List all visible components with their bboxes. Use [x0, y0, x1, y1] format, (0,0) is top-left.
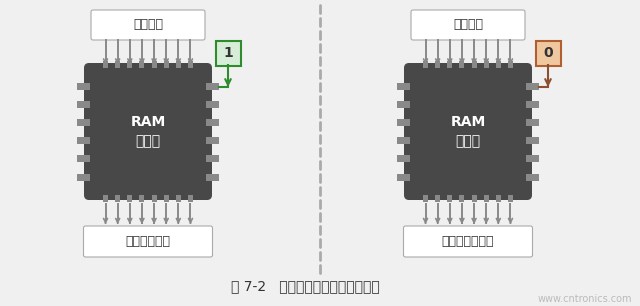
Bar: [164, 61, 169, 68]
Bar: [127, 61, 132, 68]
Bar: [460, 61, 465, 68]
Bar: [447, 61, 452, 68]
Bar: [176, 195, 181, 202]
Bar: [397, 155, 410, 162]
Bar: [508, 61, 513, 68]
Bar: [115, 195, 120, 202]
FancyBboxPatch shape: [216, 40, 241, 65]
FancyBboxPatch shape: [403, 226, 532, 257]
Bar: [397, 83, 410, 89]
Bar: [140, 195, 145, 202]
Bar: [423, 195, 428, 202]
Bar: [140, 61, 145, 68]
FancyBboxPatch shape: [536, 40, 561, 65]
Bar: [206, 174, 219, 181]
Bar: [435, 61, 440, 68]
Bar: [423, 61, 428, 68]
Bar: [206, 83, 219, 89]
Text: 0: 0: [543, 46, 553, 60]
Bar: [176, 61, 181, 68]
Text: 单元地址: 单元地址: [133, 18, 163, 32]
Bar: [447, 195, 452, 202]
Bar: [460, 195, 465, 202]
Text: RAM: RAM: [131, 115, 166, 129]
Bar: [526, 101, 539, 108]
Bar: [188, 61, 193, 68]
Bar: [206, 119, 219, 126]
Bar: [397, 174, 410, 181]
Bar: [435, 195, 440, 202]
Bar: [484, 61, 489, 68]
Bar: [508, 195, 513, 202]
FancyBboxPatch shape: [84, 63, 212, 200]
Bar: [484, 195, 489, 202]
Bar: [526, 137, 539, 144]
Bar: [472, 61, 477, 68]
Bar: [397, 101, 410, 108]
FancyBboxPatch shape: [83, 226, 212, 257]
Bar: [152, 195, 157, 202]
Text: 写模式: 写模式: [136, 135, 161, 148]
Bar: [526, 83, 539, 89]
Bar: [206, 101, 219, 108]
Text: RAM: RAM: [451, 115, 486, 129]
Bar: [77, 155, 90, 162]
Text: 读模式: 读模式: [456, 135, 481, 148]
Bar: [152, 61, 157, 68]
Bar: [77, 101, 90, 108]
Text: 单元的新数据: 单元的新数据: [125, 235, 170, 248]
Text: 图 7-2   存储器包括读模式与写模式: 图 7-2 存储器包括读模式与写模式: [230, 279, 380, 293]
Bar: [397, 119, 410, 126]
Bar: [77, 174, 90, 181]
FancyBboxPatch shape: [91, 10, 205, 40]
Text: 单元地址: 单元地址: [453, 18, 483, 32]
Text: www.cntronics.com: www.cntronics.com: [538, 294, 632, 304]
Text: 单元的当前数据: 单元的当前数据: [442, 235, 494, 248]
Bar: [77, 83, 90, 89]
Text: 1: 1: [223, 46, 233, 60]
Bar: [397, 137, 410, 144]
Bar: [115, 61, 120, 68]
Bar: [206, 137, 219, 144]
Bar: [77, 119, 90, 126]
Bar: [496, 61, 501, 68]
Bar: [206, 155, 219, 162]
Bar: [526, 155, 539, 162]
Bar: [496, 195, 501, 202]
Bar: [77, 137, 90, 144]
Bar: [472, 195, 477, 202]
Bar: [103, 61, 108, 68]
Bar: [103, 195, 108, 202]
Bar: [127, 195, 132, 202]
FancyBboxPatch shape: [411, 10, 525, 40]
FancyBboxPatch shape: [404, 63, 532, 200]
Bar: [188, 195, 193, 202]
Bar: [164, 195, 169, 202]
Bar: [526, 174, 539, 181]
Bar: [526, 119, 539, 126]
